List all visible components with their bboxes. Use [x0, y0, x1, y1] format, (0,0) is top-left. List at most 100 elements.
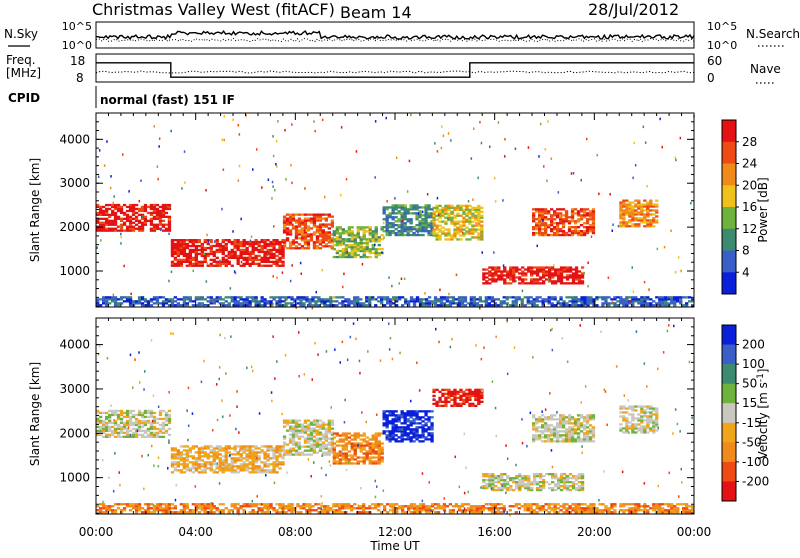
velocity-cell: [566, 481, 569, 483]
velocity-cell: [295, 424, 298, 426]
power-cell: [141, 224, 144, 226]
power-cell: [458, 302, 461, 304]
power-cell: [634, 200, 637, 202]
power-cell: [348, 256, 351, 258]
velocity-cell: [219, 457, 222, 459]
velocity-cell: [571, 440, 574, 442]
velocity-cell: [207, 445, 210, 447]
power-cell: [628, 205, 631, 207]
power-cell: [658, 302, 661, 304]
velocity-cell: [266, 471, 269, 473]
power-cell: [464, 304, 467, 306]
velocity-cell: [392, 430, 395, 432]
velocity-cell: [111, 430, 114, 432]
velocity-cell: [322, 426, 325, 428]
power-cell: [545, 270, 548, 272]
power-cell: [301, 245, 304, 247]
velocity-cell: [216, 467, 219, 469]
power-cell: [117, 208, 120, 210]
power-cell: [162, 212, 165, 214]
power-cell: [126, 218, 129, 220]
velocity-cell: [424, 430, 427, 432]
power-cell: [404, 210, 407, 212]
velocity-cell: [410, 412, 413, 414]
velocity-cell: [331, 420, 334, 422]
power-speckle-cell: [467, 211, 469, 214]
velocity-cell: [120, 418, 123, 420]
velocity-cell: [412, 410, 415, 412]
power-cell: [452, 298, 455, 300]
velocity-cell: [392, 428, 395, 430]
power-cell: [530, 278, 533, 280]
velocity-cell: [530, 481, 533, 483]
power-cell: [655, 205, 658, 207]
power-speckle-cell: [342, 242, 344, 245]
power-cell: [536, 296, 539, 298]
power-cell: [132, 218, 135, 220]
power-cell: [222, 259, 225, 261]
power-cell: [538, 234, 541, 236]
velocity-cell: [412, 430, 415, 432]
velocity-cell: [360, 460, 363, 462]
velocity-cell: [551, 481, 554, 483]
power-cell: [132, 222, 135, 224]
power-cell: [319, 229, 322, 231]
power-cell: [586, 298, 589, 300]
velocity-cell: [563, 483, 566, 485]
power-cell: [461, 298, 464, 300]
power-cell: [550, 214, 553, 216]
power-speckle-cell: [586, 138, 588, 141]
velocity-cell: [289, 420, 292, 422]
power-cell: [566, 278, 569, 280]
velocity-cell: [415, 430, 418, 432]
power-cell: [263, 243, 266, 245]
power-cell: [438, 205, 441, 207]
power-cell: [195, 261, 198, 263]
power-cell: [266, 302, 269, 304]
power-speckle-cell: [401, 278, 403, 281]
power-cell: [545, 298, 548, 300]
power-speckle-cell: [291, 182, 293, 185]
power-cell: [482, 300, 485, 302]
velocity-cell: [424, 410, 427, 412]
power-cell: [416, 300, 419, 302]
power-cell: [159, 220, 162, 222]
velocity-cell: [372, 456, 375, 458]
power-cell: [290, 298, 293, 300]
power-cell: [578, 276, 581, 278]
velocity-cell: [310, 430, 313, 432]
power-cell: [566, 266, 569, 268]
velocity-cell: [263, 469, 266, 471]
power-cell: [412, 232, 415, 234]
power-cell: [195, 263, 198, 265]
power-region: [619, 200, 658, 228]
power-cell: [395, 228, 398, 230]
power-cell: [319, 214, 322, 216]
velocity-cell: [319, 424, 322, 426]
power-cell: [601, 298, 604, 300]
power-cell: [328, 223, 331, 225]
velocity-cell: [404, 412, 407, 414]
velocity-cell: [132, 424, 135, 426]
velocity-cell: [186, 455, 189, 457]
velocity-cell: [571, 434, 574, 436]
power-cell: [459, 221, 462, 223]
velocity-cell: [132, 410, 135, 412]
power-cell: [416, 296, 419, 298]
power-cell: [551, 272, 554, 274]
velocity-cell: [231, 469, 234, 471]
velocity-cell: [222, 467, 225, 469]
power-cell: [622, 298, 625, 300]
velocity-cell: [404, 434, 407, 436]
power-cell: [577, 300, 580, 302]
power-cell: [386, 228, 389, 230]
power-speckle-cell: [456, 274, 458, 277]
power-cell: [156, 208, 159, 210]
velocity-cell: [566, 479, 569, 481]
power-speckle-cell: [228, 260, 230, 263]
power-speckle-cell: [170, 130, 172, 133]
velocity-cell: [295, 420, 298, 422]
power-cell: [619, 296, 622, 298]
power-cell: [453, 207, 456, 209]
power-cell: [234, 296, 237, 298]
